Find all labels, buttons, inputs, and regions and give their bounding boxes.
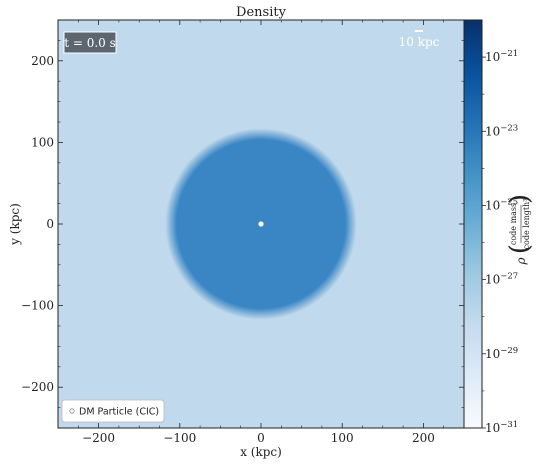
colorbar-tick-label: 10−23 <box>485 123 518 138</box>
colorbar-paren-left: ( <box>505 244 535 254</box>
y-tick-label: −100 <box>21 299 54 313</box>
colorbar-unit-denominator: code length³ <box>522 199 531 250</box>
time-annotation-box <box>63 31 117 54</box>
y-tick-label: 100 <box>31 135 54 149</box>
colorbar-ticks: 10−21 10−23 10−25 10−27 10−29 10−31 <box>482 49 518 435</box>
colorbar-tick-label: 10−29 <box>485 346 518 361</box>
x-tick-label: −100 <box>163 431 196 445</box>
colorbar-paren-right: ) <box>505 194 535 204</box>
x-axis-label: x (kpc) <box>240 445 282 459</box>
chart-title: Density <box>236 5 287 20</box>
scale-bar: 10 kpc <box>399 30 440 49</box>
dm-particle <box>258 221 264 227</box>
colorbar: 10−21 10−23 10−25 10−27 10−29 10−31 ρ ( code … <box>463 19 535 435</box>
scale-bar-line <box>414 30 424 32</box>
x-tick-label: 100 <box>331 431 354 445</box>
legend-label: DM Particle (CIC) <box>79 407 159 418</box>
colorbar-frame <box>463 19 483 429</box>
time-annotation-text: t = 0.0 s <box>64 36 116 50</box>
x-tick-label: 200 <box>412 431 435 445</box>
scale-bar-label: 10 kpc <box>399 35 440 49</box>
legend-marker <box>69 408 75 414</box>
colorbar-tick-label: 10−21 <box>485 49 518 64</box>
colorbar-tick-label: 10−27 <box>485 272 518 287</box>
colorbar-tick-label: 10−25 <box>485 197 518 212</box>
y-axis-ticks: −200 −100 0 100 200 <box>21 19 464 429</box>
colorbar-unit-numerator: code mass <box>509 203 518 245</box>
legend: DM Particle (CIC) <box>61 399 165 423</box>
plot-area <box>58 20 464 428</box>
colorbar-tick-label: 10−31 <box>485 420 518 435</box>
y-tick-label: 0 <box>46 217 54 231</box>
x-tick-label: 0 <box>257 431 265 445</box>
colorbar-minor-ticks <box>482 93 485 392</box>
time-annotation: t = 0.0 s <box>63 31 117 54</box>
x-axis-ticks: −200 −100 0 100 200 <box>57 20 465 445</box>
y-axis-label: y (kpc) <box>8 203 22 246</box>
particle-layer <box>258 221 264 227</box>
legend-box <box>61 399 165 423</box>
colorbar-symbol: ρ <box>514 257 528 265</box>
x-tick-label: −200 <box>82 431 115 445</box>
y-tick-label: 200 <box>31 54 54 68</box>
colorbar-gradient <box>464 20 482 428</box>
colorbar-label: ρ ( code mass code length³ ) <box>505 194 535 266</box>
y-tick-label: −200 <box>21 380 54 394</box>
